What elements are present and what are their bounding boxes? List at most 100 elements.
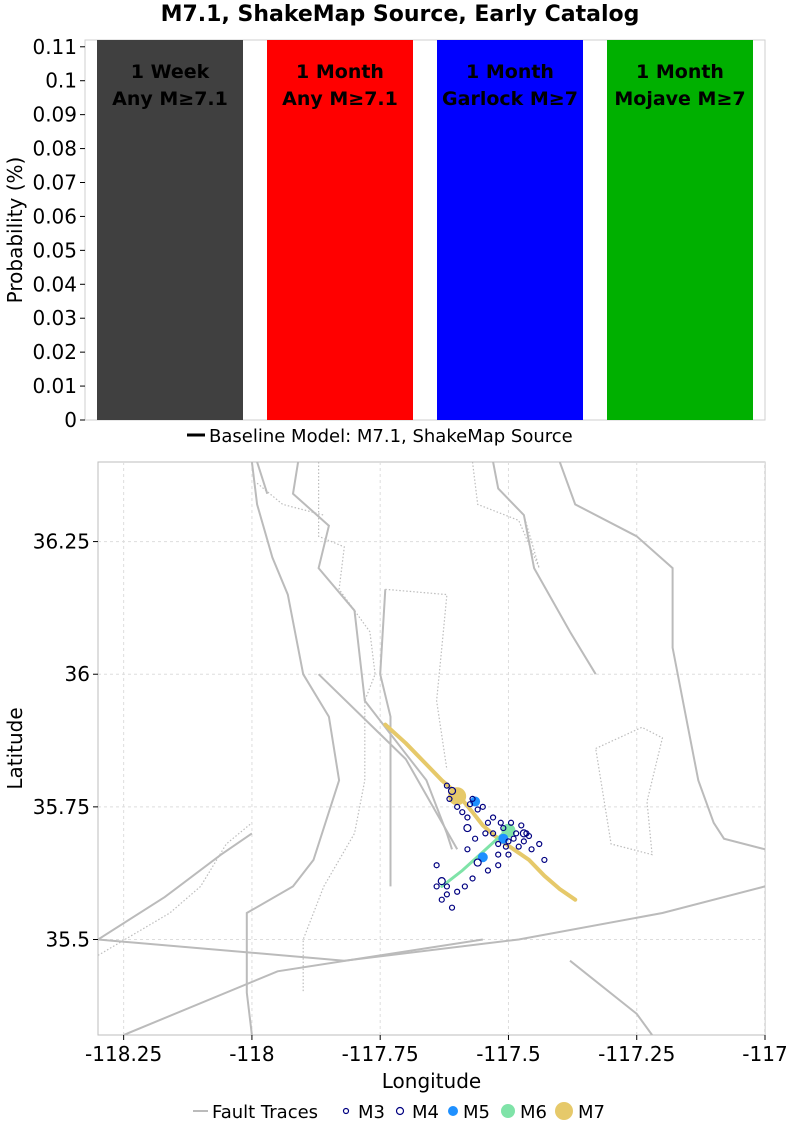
- fault-trace: [558, 462, 765, 851]
- legend-label: M3: [358, 1102, 385, 1123]
- y-tick-label: 0.06: [32, 204, 77, 228]
- event-m3: [518, 822, 525, 829]
- y-tick-label: 0: [64, 408, 77, 432]
- event-m3: [495, 840, 502, 848]
- event-m3: [454, 803, 461, 810]
- event-m3: [482, 830, 489, 837]
- fault-trace: [245, 462, 341, 1035]
- event-m3: [446, 795, 453, 803]
- bar-label: Any M≥7.1: [282, 88, 398, 110]
- event-m3: [495, 851, 502, 858]
- event-m3: [505, 838, 512, 845]
- legend-label: M4: [412, 1102, 439, 1123]
- probability-bar-chart: 1 Week Any M≥7.1 1 Month Any M≥7.1 1 Month Ga…: [3, 35, 766, 447]
- bar: [437, 40, 583, 420]
- mainshock-rupture: [383, 722, 578, 902]
- event-m4: [437, 877, 446, 886]
- event-m3: [502, 843, 509, 850]
- y-axis-label: Latitude: [3, 707, 27, 789]
- legend-marker: [555, 1102, 573, 1120]
- legend-label: M7: [578, 1102, 605, 1123]
- event-m3: [469, 875, 476, 882]
- event-m3: [461, 883, 468, 890]
- fault-trace-dotted: [595, 726, 664, 856]
- bar-label: 1 Month: [636, 61, 724, 83]
- legend-label: Fault Traces: [212, 1102, 318, 1123]
- event-m3: [479, 803, 486, 810]
- event-m3: [438, 896, 445, 903]
- event-m3: [523, 830, 530, 837]
- event-m4: [519, 829, 528, 838]
- legend-marker: [342, 1107, 350, 1115]
- event-m3: [454, 888, 461, 895]
- chart-title: M7.1, ShakeMap Source, Early Catalog: [160, 2, 640, 27]
- fault-trace: [492, 462, 597, 675]
- event-m3: [510, 835, 517, 842]
- legend-label: M6: [520, 1102, 547, 1123]
- event-m3: [536, 840, 543, 848]
- event-m3: [505, 851, 512, 858]
- y-tick-label: 36.25: [33, 530, 90, 554]
- fault-trace: [123, 938, 483, 1035]
- x-tick-label: -117.25: [598, 1042, 675, 1066]
- event-m3: [472, 835, 479, 842]
- event-m3: [489, 814, 497, 821]
- x-axis-label: Longitude: [382, 1069, 481, 1093]
- event-m4: [447, 786, 457, 796]
- x-tick-label: -117.5: [476, 1042, 540, 1066]
- bar-label: 1 Month: [466, 61, 554, 83]
- legend-label: Baseline Model: M7.1, ShakeMap Source: [209, 426, 573, 447]
- bar-label: 1 Month: [296, 61, 384, 83]
- event-m3: [459, 809, 466, 816]
- event-m3: [528, 846, 535, 853]
- event-m4: [463, 823, 472, 833]
- fault-trace: [291, 462, 453, 850]
- x-tick-label: -118.25: [85, 1042, 162, 1066]
- event-m4: [473, 858, 482, 867]
- fault-trace-dotted: [471, 462, 540, 569]
- event-m3: [541, 856, 548, 864]
- fault-trace: [317, 673, 459, 850]
- fault-trace: [569, 959, 653, 1035]
- event-m3: [433, 862, 440, 869]
- event-m3: [443, 782, 450, 789]
- event-m3: [466, 801, 474, 808]
- event-m3: [484, 867, 492, 874]
- event-m3: [489, 830, 497, 837]
- event-m5: [477, 852, 488, 863]
- bar-label: 1 Week: [131, 61, 210, 83]
- m6-rupture: [440, 831, 505, 888]
- bar-label: Mojave M≥7: [614, 88, 745, 110]
- bar-label: Garlock M≥7: [442, 88, 578, 110]
- y-axis-label: Probability (%): [3, 157, 27, 304]
- fault-trace: [98, 832, 253, 941]
- earthquake-map: -118.25 -118 -117.75 -117.5 -117.25 -117 35.5 3…: [3, 461, 788, 1123]
- fault-trace: [98, 885, 765, 962]
- event-m3: [513, 830, 520, 837]
- event-m3: [497, 819, 504, 826]
- bar: [267, 40, 413, 420]
- y-tick-label: 0.04: [32, 272, 77, 296]
- legend-marker: [395, 1106, 405, 1116]
- y-tick-label: 0.03: [32, 306, 77, 330]
- bar-label: Any M≥7.1: [112, 88, 228, 110]
- event-m3: [520, 838, 527, 845]
- event-m3: [484, 819, 492, 826]
- legend-label: M5: [463, 1102, 490, 1123]
- event-m3: [443, 883, 450, 890]
- event-m7: [448, 787, 467, 806]
- fault-trace-dotted: [302, 462, 376, 993]
- y-tick-label: 0.08: [32, 137, 77, 161]
- map-content: [98, 462, 765, 1035]
- event-m3: [469, 795, 476, 803]
- y-tick-label: 36: [65, 662, 90, 686]
- bar: [97, 40, 243, 420]
- event-m3: [500, 824, 507, 832]
- event-m3: [464, 814, 471, 821]
- event-m3: [448, 904, 456, 911]
- y-tick-label: 0.05: [32, 238, 77, 262]
- y-tick-label: 0.1: [45, 69, 77, 93]
- event-m3: [474, 806, 481, 813]
- legend-marker: [501, 1104, 515, 1118]
